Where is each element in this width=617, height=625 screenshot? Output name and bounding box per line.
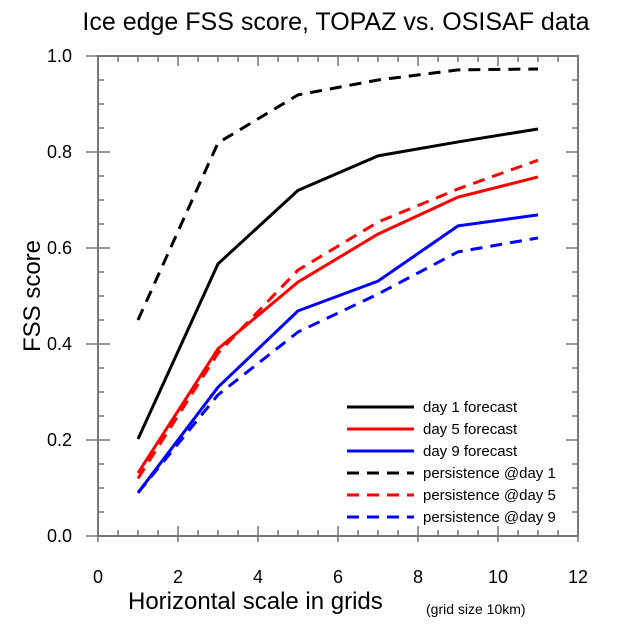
x-tick-label: 10 [488, 567, 508, 587]
y-tick-label: 0.6 [47, 238, 72, 258]
tick-labels: 0 2 4 6 8 10 12 0.0 0.2 0.4 0.6 0.8 1.0 [47, 46, 588, 587]
y-tick-label: 0.2 [47, 430, 72, 450]
series-line-persistence-day-5 [136, 158, 539, 480]
x-axis-label: Horizontal scale in grids [128, 588, 383, 615]
legend-label: persistence @day 1 [423, 465, 556, 482]
y-tick-label: 0.8 [47, 142, 72, 162]
x-tick-label: 8 [413, 567, 423, 587]
series-line-persistence-day-1 [136, 67, 539, 321]
legend: day 1 forecast day 5 forecast day 9 foreca… [347, 399, 556, 526]
x-tick-label: 4 [253, 567, 263, 587]
plot-frame [97, 55, 579, 537]
legend-label: persistence @day 9 [423, 509, 556, 526]
x-tick-label: 12 [568, 567, 588, 587]
series-line-day-5-forecast [136, 175, 539, 474]
series-line-persistence-day-9 [136, 236, 539, 494]
x-axis-label-note: (grid size 10km) [426, 601, 526, 617]
series-line-day-1-forecast [136, 127, 539, 440]
x-tick-label: 2 [173, 567, 183, 587]
series-lines [136, 67, 539, 494]
y-axis-label: FSS score [19, 240, 46, 352]
chart-title: Ice edge FSS score, TOPAZ vs. OSISAF dat… [82, 8, 589, 36]
y-tick-label: 0.0 [47, 526, 72, 546]
series-line-day-9-forecast [136, 213, 539, 494]
legend-label: day 1 forecast [423, 399, 518, 416]
x-tick-label: 0 [93, 567, 103, 587]
legend-label: persistence @day 5 [423, 487, 556, 504]
y-tick-label: 1.0 [47, 46, 72, 66]
x-tick-label: 6 [333, 567, 343, 587]
legend-label: day 9 forecast [423, 443, 518, 460]
y-tick-label: 0.4 [47, 334, 72, 354]
legend-label: day 5 forecast [423, 421, 518, 438]
